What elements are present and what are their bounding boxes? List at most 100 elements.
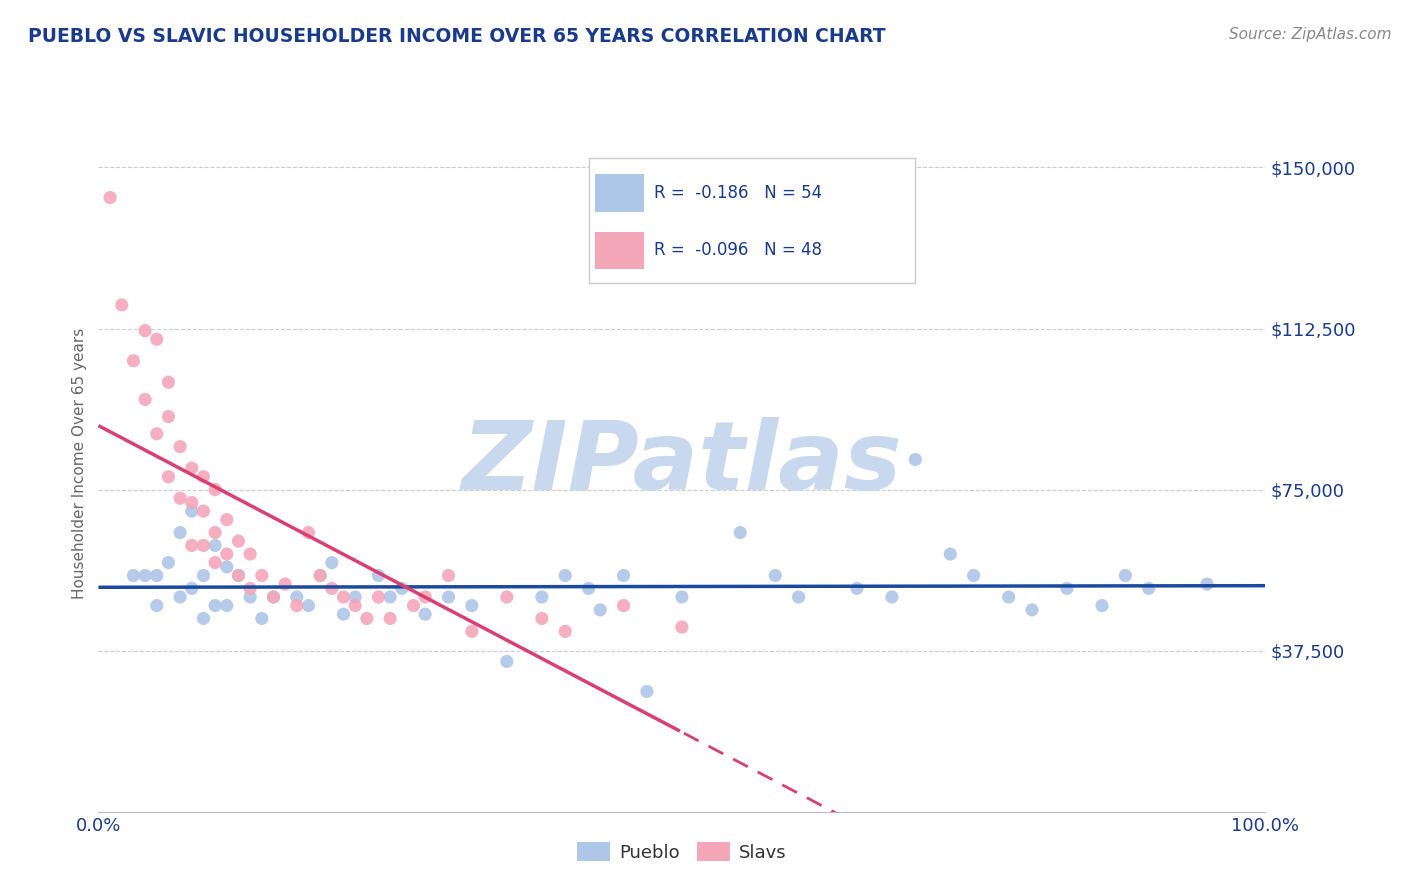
Point bbox=[297, 525, 319, 540]
Point bbox=[285, 599, 308, 613]
Point bbox=[157, 409, 180, 424]
Point bbox=[763, 568, 786, 582]
Point bbox=[344, 599, 367, 613]
Point bbox=[730, 525, 752, 540]
Point bbox=[157, 469, 180, 483]
Point bbox=[274, 577, 297, 591]
FancyBboxPatch shape bbox=[595, 174, 644, 211]
Point bbox=[134, 392, 156, 407]
Text: PUEBLO VS SLAVIC HOUSEHOLDER INCOME OVER 65 YEARS CORRELATION CHART: PUEBLO VS SLAVIC HOUSEHOLDER INCOME OVER… bbox=[28, 27, 886, 45]
Point bbox=[180, 461, 202, 475]
Point bbox=[239, 590, 262, 604]
Point bbox=[589, 603, 612, 617]
Point bbox=[962, 568, 984, 582]
Point bbox=[204, 538, 226, 552]
Point bbox=[495, 654, 517, 668]
Point bbox=[262, 590, 284, 604]
Point bbox=[378, 590, 402, 604]
Point bbox=[262, 590, 284, 604]
Point bbox=[1091, 599, 1114, 613]
Point bbox=[356, 611, 378, 625]
Point bbox=[297, 599, 319, 613]
Point bbox=[215, 599, 238, 613]
Point bbox=[228, 568, 250, 582]
Point bbox=[367, 568, 389, 582]
Point bbox=[904, 452, 927, 467]
Point bbox=[461, 624, 484, 639]
Point bbox=[146, 599, 169, 613]
Point bbox=[671, 590, 693, 604]
Point bbox=[1114, 568, 1136, 582]
Point bbox=[578, 582, 600, 596]
Point bbox=[193, 538, 215, 552]
Point bbox=[321, 556, 343, 570]
Point bbox=[250, 568, 273, 582]
Point bbox=[554, 568, 576, 582]
Point bbox=[122, 353, 145, 368]
Text: Source: ZipAtlas.com: Source: ZipAtlas.com bbox=[1229, 27, 1392, 42]
Point bbox=[204, 525, 226, 540]
Point bbox=[250, 611, 273, 625]
Point bbox=[1137, 582, 1160, 596]
Point bbox=[122, 568, 145, 582]
Point bbox=[215, 547, 238, 561]
Point bbox=[1021, 603, 1043, 617]
Point bbox=[612, 599, 634, 613]
Point bbox=[437, 590, 460, 604]
Point bbox=[239, 582, 262, 596]
Point bbox=[228, 534, 250, 549]
Point bbox=[554, 624, 576, 639]
Point bbox=[215, 560, 238, 574]
Point bbox=[204, 556, 226, 570]
Point bbox=[321, 582, 343, 596]
Legend: Pueblo, Slavs: Pueblo, Slavs bbox=[569, 835, 794, 869]
Point bbox=[285, 590, 308, 604]
FancyBboxPatch shape bbox=[595, 232, 644, 269]
Point bbox=[997, 590, 1019, 604]
Point bbox=[193, 568, 215, 582]
Point bbox=[461, 599, 484, 613]
Text: R =  -0.186   N = 54: R = -0.186 N = 54 bbox=[654, 184, 823, 202]
Point bbox=[671, 620, 693, 634]
Point bbox=[169, 440, 191, 454]
Point bbox=[157, 376, 180, 390]
Point bbox=[636, 684, 658, 698]
Point bbox=[98, 190, 121, 204]
Point bbox=[204, 599, 226, 613]
Point bbox=[413, 607, 436, 622]
Point bbox=[332, 607, 354, 622]
Point bbox=[413, 590, 436, 604]
Point bbox=[134, 568, 156, 582]
Point bbox=[180, 504, 202, 518]
Point bbox=[332, 590, 354, 604]
Point bbox=[193, 611, 215, 625]
Point bbox=[391, 582, 413, 596]
Point bbox=[1195, 577, 1218, 591]
Point bbox=[530, 611, 553, 625]
Point bbox=[193, 504, 215, 518]
Point bbox=[146, 426, 169, 441]
Point bbox=[612, 568, 634, 582]
Point bbox=[157, 556, 180, 570]
Point bbox=[1056, 582, 1078, 596]
Point bbox=[134, 324, 156, 338]
Point bbox=[146, 332, 169, 346]
Point bbox=[845, 582, 868, 596]
Point bbox=[880, 590, 903, 604]
Point bbox=[215, 513, 238, 527]
Point bbox=[169, 491, 191, 506]
Point bbox=[437, 568, 460, 582]
Point bbox=[111, 298, 134, 312]
Point bbox=[378, 611, 402, 625]
Point bbox=[180, 538, 202, 552]
Point bbox=[239, 547, 262, 561]
Text: R =  -0.096   N = 48: R = -0.096 N = 48 bbox=[654, 242, 823, 260]
Point bbox=[939, 547, 962, 561]
Point bbox=[169, 590, 191, 604]
Point bbox=[309, 568, 332, 582]
Text: ZIPatlas: ZIPatlas bbox=[461, 417, 903, 510]
Point bbox=[367, 590, 389, 604]
Point bbox=[180, 495, 202, 509]
Point bbox=[530, 590, 553, 604]
Point bbox=[146, 568, 169, 582]
